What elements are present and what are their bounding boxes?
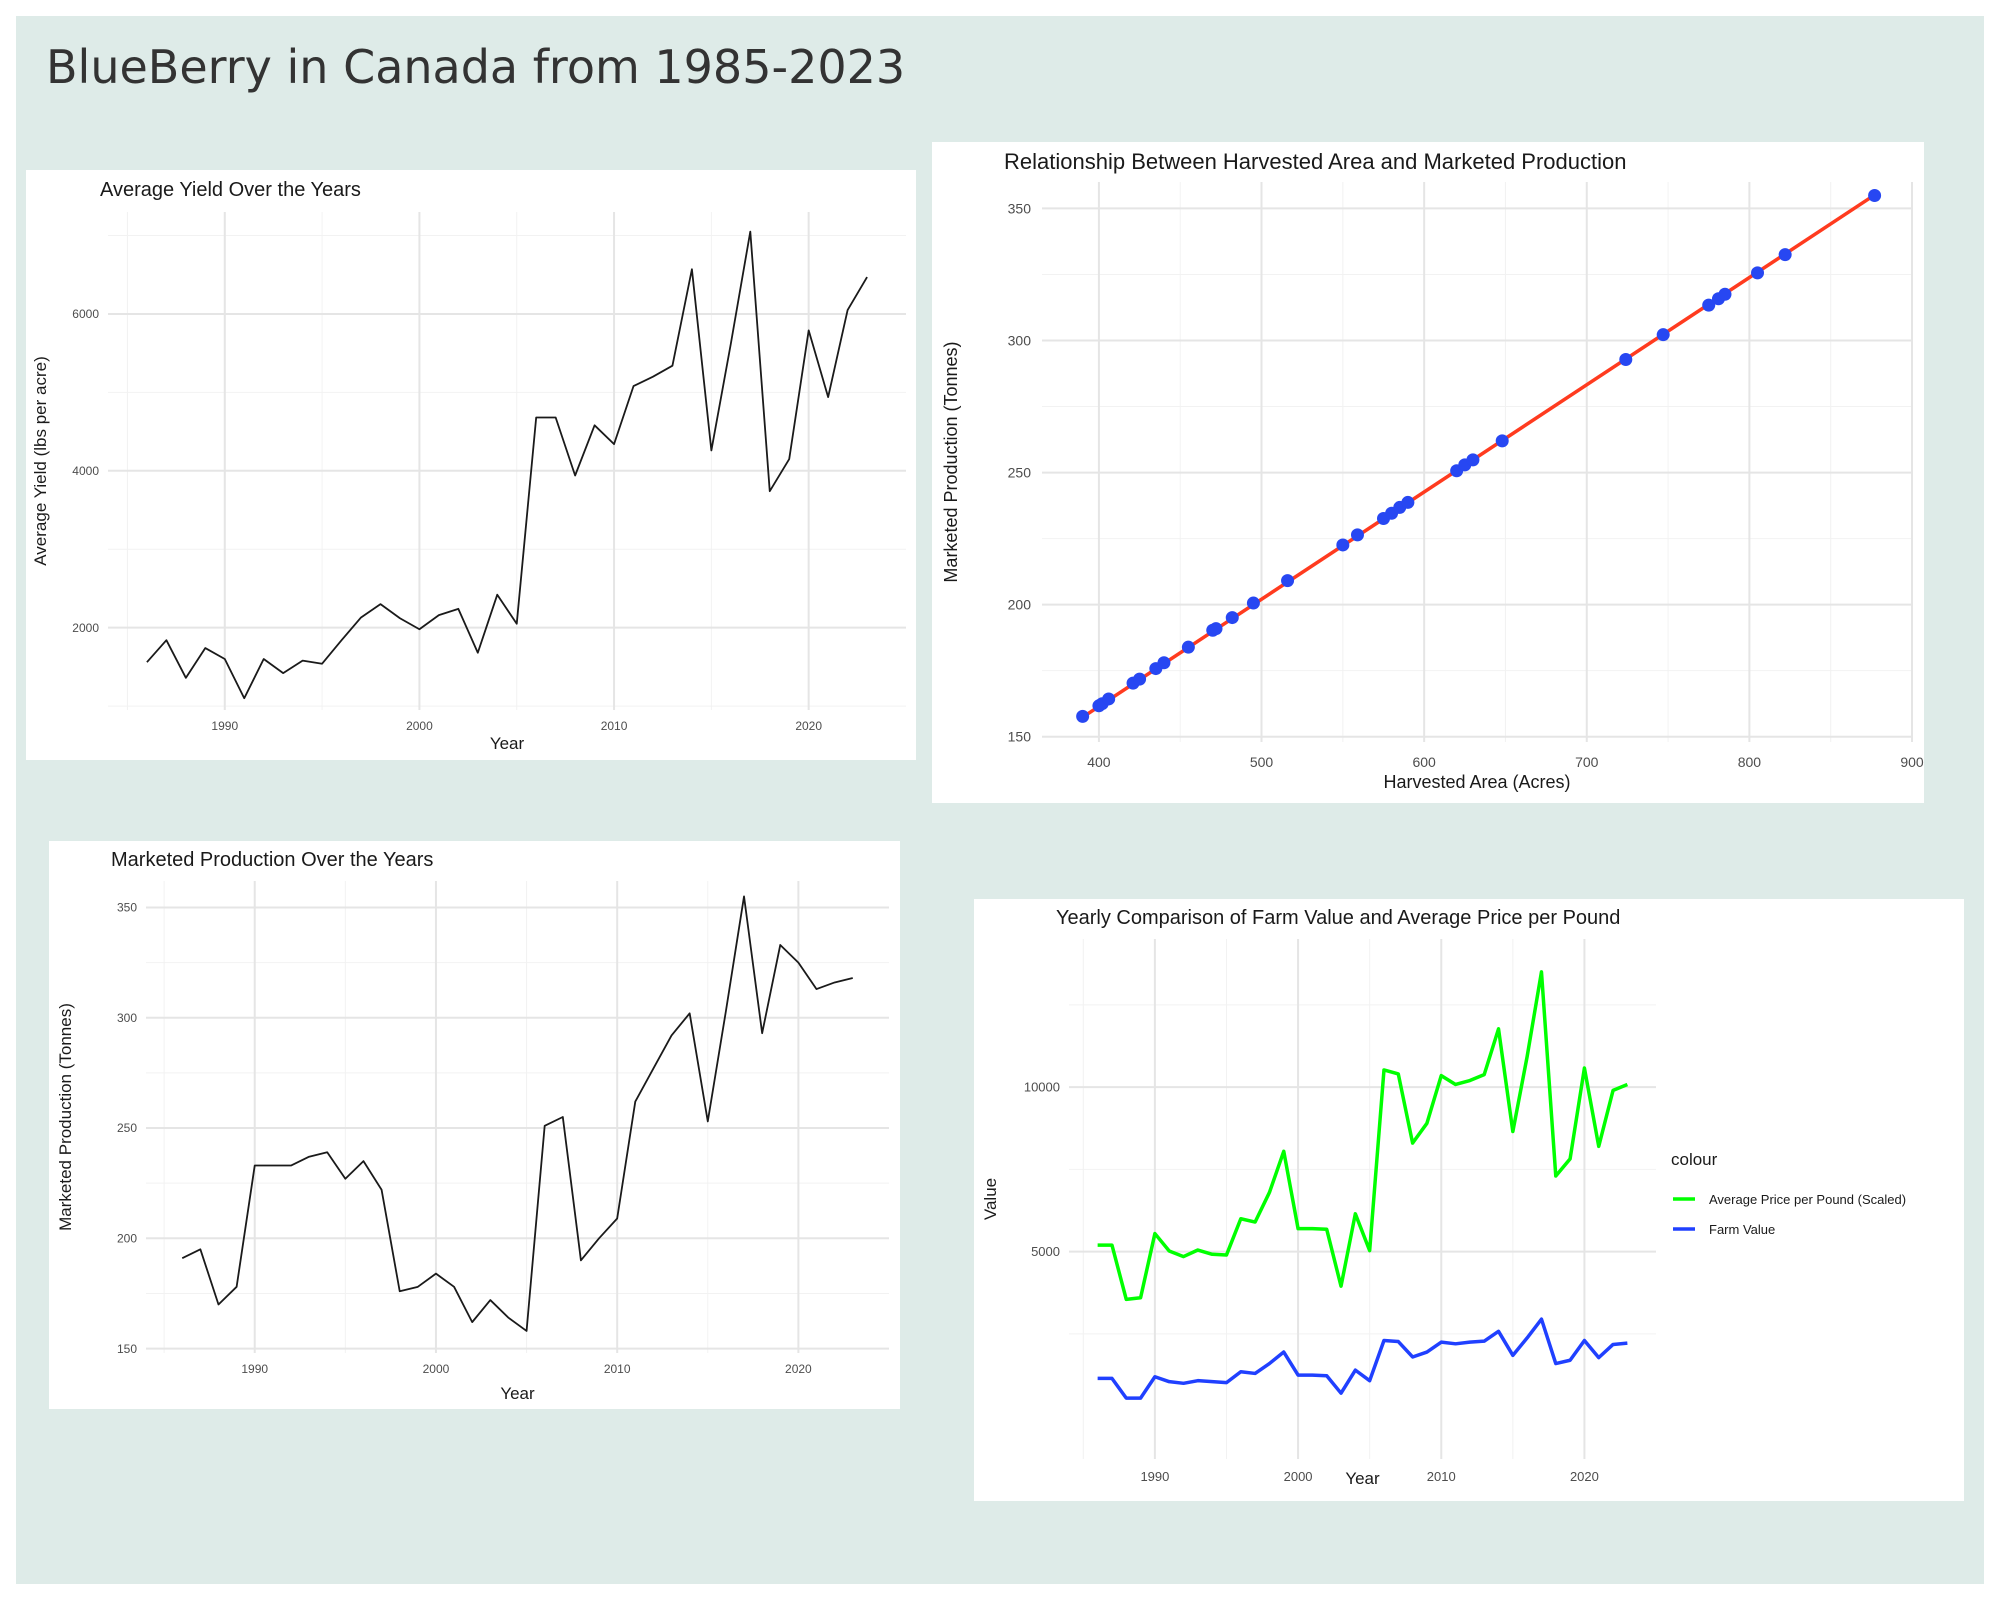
scatter-point: [1133, 672, 1147, 686]
x-axis-label: Year: [1345, 1469, 1380, 1488]
y-tick-label: 4000: [72, 464, 99, 478]
x-tick-label: 1990: [241, 1362, 268, 1376]
x-axis-label: Year: [490, 734, 525, 753]
scatter-point: [1656, 328, 1670, 342]
chart-title: Relationship Between Harvested Area and …: [1004, 149, 1626, 174]
scatter-point: [1181, 640, 1195, 654]
scatter-point: [1209, 622, 1223, 636]
scatter-point: [1466, 453, 1480, 467]
y-tick-label: 250: [1008, 464, 1032, 480]
y-axis-label: Marketed Production (Tonnes): [56, 1003, 75, 1231]
scatter-point: [1619, 353, 1633, 367]
farmvalue-chart: 1990 2000 2010 2020 5000 10000 Yearly Comparis…: [981, 907, 1906, 1488]
scatter-point: [1778, 248, 1792, 262]
x-tick-label: 2000: [406, 719, 433, 733]
x-tick-label: 700: [1575, 754, 1599, 770]
scatter-point: [1350, 528, 1364, 542]
y-tick-label: 350: [1008, 200, 1032, 216]
scatter-chart-panel: 400 500 600 700 800 900 150 200 250 300 350 Relatio…: [932, 142, 1924, 803]
farmvalue-chart-panel: 1990 2000 2010 2020 5000 10000 Yearly Comparis…: [974, 899, 1964, 1501]
scatter-chart: 400 500 600 700 800 900 150 200 250 300 350 Relatio…: [941, 149, 1924, 792]
scatter-point: [1751, 266, 1765, 280]
y-tick-label: 200: [1008, 597, 1032, 613]
x-tick-label: 2020: [785, 1362, 812, 1376]
y-tick-label: 300: [1008, 332, 1032, 348]
chart-title: Marketed Production Over the Years: [111, 849, 433, 871]
x-tick-label: 2020: [795, 719, 822, 733]
yield-chart: 1990 2000 2010 2020 2000 4000 6000 Average Yiel…: [31, 179, 906, 753]
legend-label: Average Price per Pound (Scaled): [1709, 1192, 1906, 1207]
y-tick-label: 6000: [72, 307, 99, 321]
y-tick-label: 350: [117, 901, 137, 915]
scatter-point: [1718, 287, 1732, 301]
x-tick-label: 900: [1900, 754, 1924, 770]
x-tick-label: 1990: [1140, 1469, 1169, 1484]
scatter-point: [1157, 656, 1171, 670]
x-tick-label: 600: [1412, 754, 1436, 770]
scatter-point: [1076, 709, 1090, 723]
x-tick-label: 2010: [1427, 1469, 1456, 1484]
production-chart: 1990 2000 2010 2020 150 200 250 300 350 Marketed …: [56, 849, 889, 1403]
series-line: [181, 895, 853, 1332]
y-tick-label: 250: [117, 1121, 137, 1135]
y-tick-label: 2000: [72, 621, 99, 635]
scatter-point: [1401, 495, 1415, 509]
legend-title: colour: [1671, 1150, 1718, 1169]
x-tick-label: 2000: [1284, 1469, 1313, 1484]
yield-chart-panel: 1990 2000 2010 2020 2000 4000 6000 Average Yiel…: [26, 170, 916, 760]
chart-title: Average Yield Over the Years: [100, 179, 361, 201]
x-axis-label: Year: [500, 1384, 535, 1403]
x-tick-label: 1990: [211, 719, 238, 733]
y-axis-label: Average Yield (lbs per acre): [31, 356, 50, 565]
x-tick-label: 2020: [1570, 1469, 1599, 1484]
y-tick-label: 300: [117, 1011, 137, 1025]
y-tick-label: 5000: [1031, 1244, 1060, 1259]
y-tick-label: 150: [1008, 729, 1032, 745]
scatter-point: [1225, 611, 1239, 625]
x-axis-label: Harvested Area (Acres): [1383, 772, 1570, 792]
chart-title: Yearly Comparison of Farm Value and Aver…: [1056, 907, 1620, 929]
y-tick-label: 10000: [1024, 1080, 1060, 1095]
x-tick-label: 400: [1087, 754, 1111, 770]
scatter-point: [1868, 188, 1882, 202]
x-tick-label: 800: [1738, 754, 1762, 770]
scatter-point: [1281, 574, 1295, 588]
scatter-point: [1336, 538, 1350, 552]
x-tick-label: 2010: [601, 719, 628, 733]
scatter-point: [1702, 298, 1716, 312]
dashboard: BlueBerry in Canada from 1985-2023 1990 2…: [16, 16, 1984, 1584]
x-tick-label: 2010: [604, 1362, 631, 1376]
x-tick-label: 2000: [423, 1362, 450, 1376]
y-tick-label: 200: [117, 1232, 137, 1246]
scatter-point: [1246, 596, 1260, 610]
legend-label: Farm Value: [1709, 1222, 1775, 1237]
scatter-point: [1102, 692, 1116, 706]
dashboard-title: BlueBerry in Canada from 1985-2023: [46, 40, 906, 94]
y-axis-label: Marketed Production (Tonnes): [941, 341, 961, 582]
y-axis-label: Value: [981, 1178, 1000, 1220]
series-line: [1097, 1317, 1628, 1400]
production-chart-panel: 1990 2000 2010 2020 150 200 250 300 350 Marketed …: [49, 841, 900, 1409]
scatter-point: [1495, 434, 1509, 448]
x-tick-label: 500: [1250, 754, 1274, 770]
series-line: [146, 230, 868, 700]
y-tick-label: 150: [117, 1342, 137, 1356]
series-line: [1097, 970, 1629, 1302]
